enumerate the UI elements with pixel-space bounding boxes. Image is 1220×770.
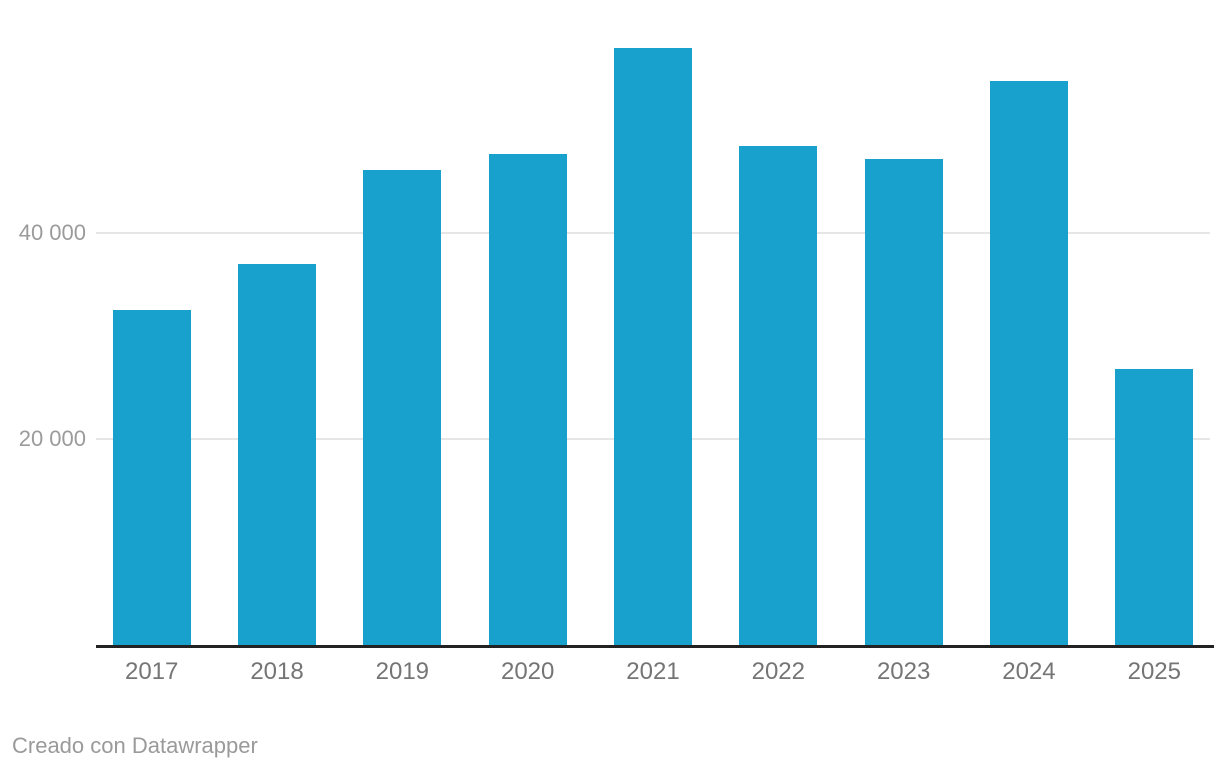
y-axis-tick-label: 20 000 [18, 426, 86, 452]
x-axis-tick-label: 2019 [375, 658, 430, 685]
x-axis-tick-label: 2021 [626, 658, 680, 685]
bar-2024 [989, 80, 1068, 646]
x-axis-tick-label: 2022 [751, 658, 805, 685]
x-axis-tick-label: 2018 [250, 658, 304, 685]
x-axis-tick-label: 2017 [124, 658, 179, 685]
x-axis-tick-label: 2023 [876, 658, 931, 685]
bar-2023 [864, 159, 943, 646]
y-axis-tick-label: 40 000 [18, 219, 86, 245]
bar-2017 [112, 310, 191, 646]
x-axis-line [96, 645, 1214, 648]
plot-area: 20 000 40 000 2017 2018 2019 2020 2021 2022 2023… [18, 47, 1214, 685]
x-axis-tick-label: 2025 [1127, 658, 1181, 685]
bar-2019 [363, 169, 442, 646]
bar-2018 [238, 263, 317, 646]
x-axis-tick-label: 2020 [500, 658, 555, 685]
bar-2020 [488, 154, 567, 646]
bar-2022 [739, 145, 818, 646]
bar-2025 [1115, 368, 1194, 646]
chart-credit: Creado con Datawrapper [12, 733, 258, 758]
x-axis-tick-label: 2024 [1002, 658, 1056, 685]
bar-2021 [614, 47, 692, 646]
